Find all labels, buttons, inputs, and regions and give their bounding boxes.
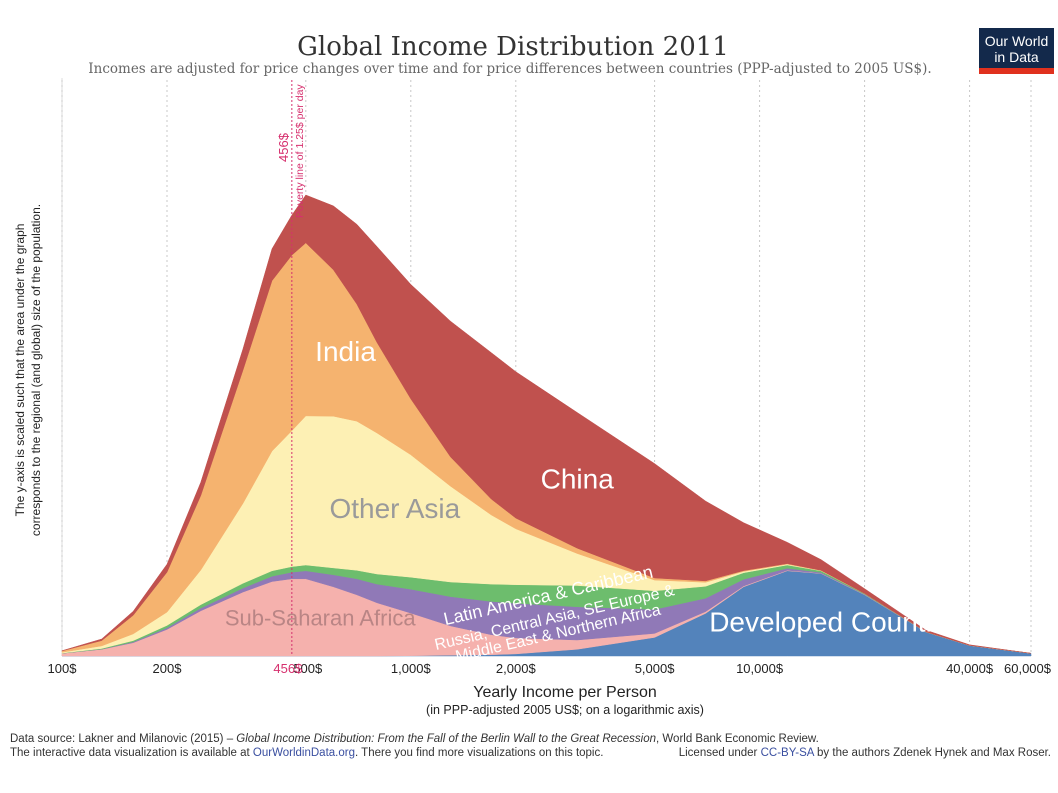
- x-tick-label-poverty: 456$: [273, 661, 303, 676]
- x-tick-labels: 100$ 200$ 500$ 1,000$ 2,000$ 5,000$ 10,000$ 40,…: [48, 661, 1052, 676]
- y-axis-title: The y-axis is scaled such that the area …: [13, 204, 43, 536]
- label-other-asia: Other Asia: [329, 493, 460, 524]
- x-tick-label: 2,000$: [496, 661, 537, 676]
- x-tick-label: 1,000$: [391, 661, 432, 676]
- label-sub-saharan-africa: Sub-Saharan Africa: [225, 605, 417, 630]
- x-tick-label: 500$: [293, 661, 323, 676]
- poverty-line-group: 456$ Poverty line of 1.25$ per day: [276, 80, 306, 656]
- label-developed-countries: Developed Countries: [709, 606, 971, 637]
- owid-logo[interactable]: Our World in Data: [979, 28, 1054, 74]
- chart-subtitle: Incomes are adjusted for price changes o…: [88, 61, 931, 77]
- x-tick-label: 200$: [153, 661, 183, 676]
- label-china: China: [541, 463, 615, 494]
- footer-interactive: The interactive data visualization is av…: [10, 747, 603, 759]
- footer-source: Data source: Lakner and Milanovic (2015)…: [10, 733, 819, 745]
- stacked-areas: [61, 194, 1032, 657]
- license-link[interactable]: CC-BY-SA: [761, 747, 815, 759]
- logo-line2: in Data: [994, 49, 1039, 65]
- x-tick-label: 40,000$: [946, 661, 994, 676]
- poverty-value-label: 456$: [276, 132, 291, 162]
- x-axis-title: Yearly Income per Person: [473, 684, 657, 701]
- x-tick-label: 60,000$: [1004, 661, 1052, 676]
- y-axis-title-line2: corresponds to the regional (and global)…: [29, 204, 43, 536]
- poverty-line-text: Poverty line of 1.25$ per day: [294, 84, 306, 218]
- area-china: [61, 194, 1032, 654]
- x-tick-label: 5,000$: [635, 661, 676, 676]
- logo-line1: Our World: [985, 33, 1049, 49]
- chart-title: Global Income Distribution 2011: [297, 32, 729, 62]
- x-tick-label: 10,000$: [736, 661, 784, 676]
- x-axis-subtitle: (in PPP-adjusted 2005 US$; on a logarith…: [426, 703, 704, 717]
- footer-license: Licensed under CC-BY-SA by the authors Z…: [679, 747, 1051, 759]
- owid-link[interactable]: OurWorldinData.org: [253, 747, 355, 759]
- label-india: India: [315, 336, 376, 367]
- y-axis-title-line1: The y-axis is scaled such that the area …: [13, 224, 27, 517]
- x-tick-label: 100$: [48, 661, 78, 676]
